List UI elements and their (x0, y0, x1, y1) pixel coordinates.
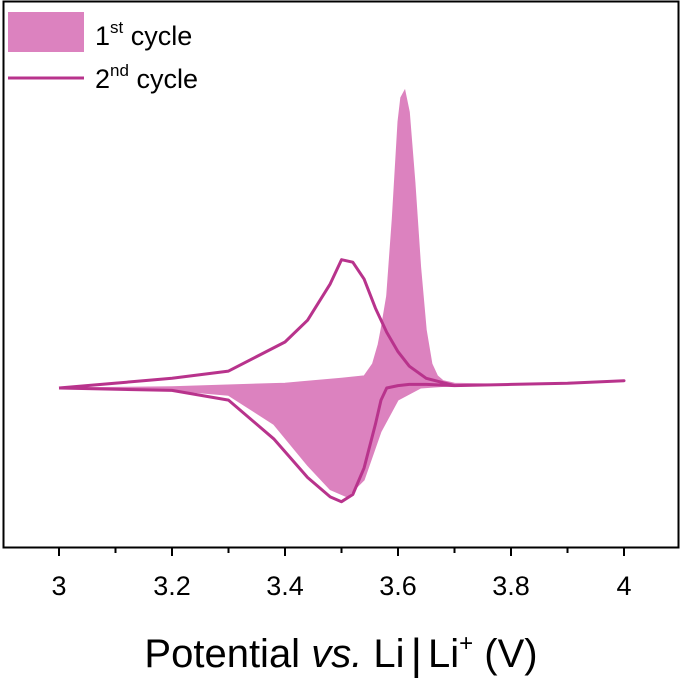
x-axis-title: Potential vs. Li | Li+ (V) (144, 630, 537, 679)
legend: 1st cycle 2nd cycle (8, 12, 198, 94)
plot-frame (2, 0, 680, 549)
legend-label-cycle1: 1st cycle (95, 18, 192, 51)
x-tick-label: 3.2 (153, 571, 191, 601)
x-tick-label: 4 (616, 571, 631, 601)
legend-swatch-cycle1 (8, 12, 84, 52)
x-axis-ticks: 3 3.2 3.4 3.6 3.8 4 (51, 548, 632, 601)
legend-label-cycle2: 2nd cycle (95, 61, 198, 94)
x-tick-label: 3 (51, 571, 66, 601)
series-layer (58, 88, 626, 504)
x-tick-label: 3.8 (492, 571, 530, 601)
series-cycle2-line (58, 258, 626, 504)
x-tick-label: 3.6 (379, 571, 417, 601)
x-tick-label: 3.4 (266, 571, 304, 601)
series-cycle1-area (58, 88, 625, 498)
